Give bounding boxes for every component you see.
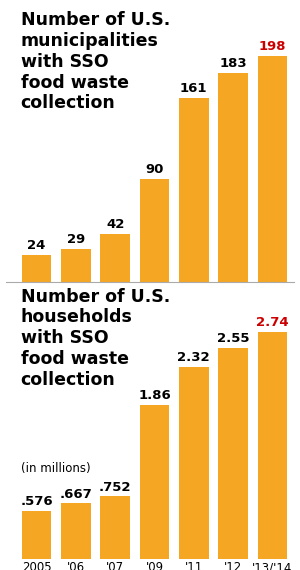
Bar <box>218 73 248 282</box>
Text: 90: 90 <box>145 164 164 177</box>
Text: 1.86: 1.86 <box>138 389 171 402</box>
Text: .667: .667 <box>59 488 92 500</box>
Text: 2.32: 2.32 <box>178 351 210 364</box>
Text: 29: 29 <box>67 233 85 246</box>
Bar <box>258 55 287 282</box>
Text: 161: 161 <box>180 82 208 95</box>
Bar <box>179 98 208 282</box>
Text: .576: .576 <box>20 495 53 508</box>
Bar <box>100 234 130 282</box>
Bar <box>61 503 91 559</box>
Text: 24: 24 <box>27 239 46 252</box>
Text: 2.55: 2.55 <box>217 332 249 345</box>
Text: 42: 42 <box>106 218 124 231</box>
Text: 183: 183 <box>219 57 247 70</box>
Text: 198: 198 <box>259 40 286 53</box>
Text: .752: .752 <box>99 481 131 494</box>
Bar <box>140 405 169 559</box>
Bar <box>258 332 287 559</box>
Bar <box>218 348 248 559</box>
Text: (in millions): (in millions) <box>21 462 90 475</box>
Bar <box>179 367 208 559</box>
Text: Number of U.S.
municipalities
with SSO
food waste
collection: Number of U.S. municipalities with SSO f… <box>21 11 170 112</box>
Bar <box>100 496 130 559</box>
Bar <box>22 255 51 282</box>
Bar <box>140 179 169 282</box>
Bar <box>22 511 51 559</box>
Text: Number of U.S.
households
with SSO
food waste
collection: Number of U.S. households with SSO food … <box>21 288 170 389</box>
Bar <box>61 249 91 282</box>
Text: 2.74: 2.74 <box>256 316 289 329</box>
